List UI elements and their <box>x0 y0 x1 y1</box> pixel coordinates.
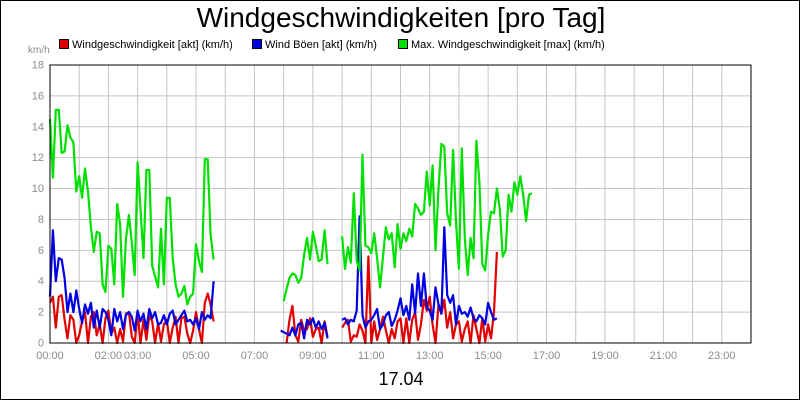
y-tick-label: 0 <box>38 338 44 350</box>
series-1-line-segment-1 <box>280 317 329 340</box>
legend-label-wind-speed: Windgeschwindigkeit [akt] (km/h) <box>72 39 233 51</box>
y-tick-label: 18 <box>32 60 44 72</box>
y-tick-label: 16 <box>32 90 44 102</box>
plot-border <box>49 64 752 344</box>
series-0-line-segment-1 <box>285 304 329 345</box>
x-tick-label: 02:00 <box>95 350 123 362</box>
x-tick-label: 17:00 <box>533 350 561 362</box>
y-tick-label: 12 <box>32 152 44 164</box>
series-0-line-segment-2 <box>341 251 498 345</box>
x-tick-label: 03:00 <box>124 350 152 362</box>
x-tick-label: 21:00 <box>650 350 678 362</box>
x-tick-label: 07:00 <box>241 350 269 362</box>
x-tick-label: 11:00 <box>358 350 385 362</box>
x-tick-label: 13:00 <box>416 350 444 362</box>
series-2-line-segment-1 <box>282 229 329 302</box>
x-tick-label: 15:00 <box>474 350 502 362</box>
legend-swatch-wind-speed <box>59 39 69 49</box>
x-tick-label: 19:00 <box>591 350 619 362</box>
legend-item-wind-speed: Windgeschwindigkeit [akt] (km/h) <box>59 39 233 51</box>
chart-title: Windgeschwindigkeiten [pro Tag] <box>196 2 606 33</box>
legend-swatch-max-speed <box>398 39 408 49</box>
y-tick-label: 14 <box>32 121 44 133</box>
y-tick-label: 4 <box>38 276 44 288</box>
y-tick-label: 10 <box>32 183 44 195</box>
legend-label-max-speed: Max. Windgeschwindigkeit [max] (km/h) <box>411 39 605 51</box>
series-2-line-segment-0 <box>48 108 215 306</box>
legend-item-max-speed: Max. Windgeschwindigkeit [max] (km/h) <box>398 39 605 51</box>
series-1-line-segment-2 <box>341 215 498 331</box>
y-tick-label: 2 <box>38 307 44 319</box>
x-tick-label: 23:00 <box>708 350 736 362</box>
legend-item-gusts: Wind Böen [akt] (km/h) <box>252 39 377 51</box>
y-tick-label: 8 <box>38 214 44 226</box>
y-tick-label: 6 <box>38 245 44 257</box>
x-tick-label: 00:00 <box>36 350 64 362</box>
x-tick-label: 09:00 <box>299 350 327 362</box>
date-label: 17.04 <box>378 369 424 389</box>
series-1-line-segment-0 <box>48 229 215 337</box>
series-2-line-segment-2 <box>341 139 533 289</box>
x-tick-label: 05:00 <box>182 350 210 362</box>
y-axis-unit: km/h <box>28 45 50 56</box>
series-0-line-segment-0 <box>49 292 215 345</box>
legend-label-gusts: Wind Böen [akt] (km/h) <box>265 39 377 51</box>
legend-swatch-gusts <box>252 39 262 49</box>
